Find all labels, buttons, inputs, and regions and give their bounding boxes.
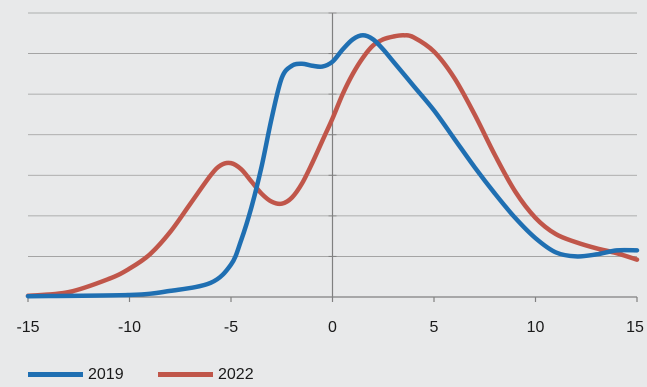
legend-swatch-2019: [28, 372, 83, 377]
x-tick-label-4: 5: [430, 319, 439, 336]
legend-label-2022: 2022: [218, 366, 254, 383]
x-tick-label-0: -15: [16, 319, 39, 336]
legend: 2019 2022: [28, 366, 254, 383]
x-axis: [27, 296, 638, 302]
legend-label-2019: 2019: [88, 366, 124, 383]
series-layer: [25, 33, 640, 299]
x-tick-labels: -15 -10 -5 0 5 10 15: [16, 319, 644, 336]
x-tick-label-3: 0: [328, 319, 337, 336]
series-line-2019: [25, 33, 640, 299]
x-tick-label-1: -10: [118, 319, 141, 336]
series-line-2022: [25, 33, 640, 299]
x-tick-label-2: -5: [224, 319, 238, 336]
legend-swatch-2022: [158, 372, 213, 377]
x-tick-label-5: 10: [527, 319, 545, 336]
x-tick-label-6: 15: [626, 319, 644, 336]
